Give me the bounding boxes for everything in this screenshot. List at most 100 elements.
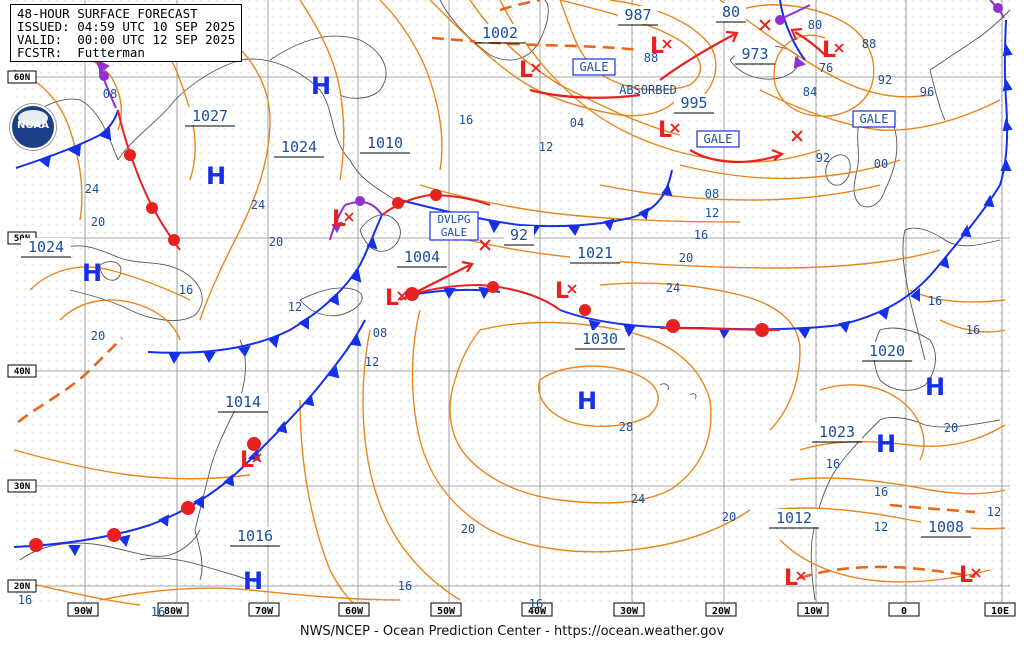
high-pressure-center: H (925, 373, 945, 401)
lon-label: 10E (991, 606, 1009, 617)
lon-label-box (430, 602, 462, 617)
lon-label: 20W (712, 606, 731, 617)
high-pressure-center: H (876, 430, 896, 458)
lon-label: 80W (164, 606, 183, 617)
pressure-box-bg (716, 3, 746, 21)
central-pressure: 1010 (367, 134, 403, 152)
isobar (199, 39, 271, 321)
high-pressure-center: H (206, 162, 226, 190)
isobar-value: 12 (874, 520, 888, 534)
low-center-x-icon (397, 291, 407, 301)
isobar (538, 365, 659, 428)
isobar-value: 16 (398, 579, 412, 593)
isobar (789, 477, 1006, 495)
lat-label-box (7, 579, 37, 593)
gale-warning-tag-box (852, 110, 896, 128)
coast-iberia (873, 327, 936, 391)
pressure-box-bg (475, 24, 525, 42)
pressure-box-bg (618, 6, 658, 24)
coastlines (13, 0, 1011, 601)
central-pressure: 1024 (281, 138, 317, 156)
pressure-box-bg (274, 138, 324, 156)
pressure-box-bg (674, 94, 714, 112)
track-arrow (689, 149, 781, 163)
isobar-value: 24 (631, 492, 645, 506)
warm-fronts (29, 109, 781, 552)
absorbed-label: ABSORBED (619, 83, 677, 97)
central-pressure: 1027 (192, 107, 228, 125)
isobar-value: 16 (694, 228, 708, 242)
footer-credit: NWS/NCEP - Ocean Prediction Center - htt… (299, 624, 725, 639)
lon-label: 70W (255, 606, 274, 617)
isobar-value: 88 (644, 51, 658, 65)
isobar-value: 20 (679, 251, 693, 265)
low-pressure-center: L (240, 448, 254, 473)
isobar (29, 266, 191, 301)
trough-line (889, 503, 976, 514)
lon-label: 50W (437, 606, 456, 617)
central-pressure: 1012 (776, 509, 812, 527)
low-pressure-center: L (332, 207, 346, 232)
central-pressure: 1004 (404, 248, 440, 266)
isobar (499, 0, 821, 163)
pressure-box-bg (735, 45, 775, 63)
isobar (759, 89, 1001, 131)
isobar-value: 16 (874, 485, 888, 499)
isobar-value: 16 (826, 457, 840, 471)
isobar (99, 587, 401, 601)
isobar-value: 12 (539, 140, 553, 154)
central-pressure: 1002 (482, 24, 518, 42)
central-pressure: 1021 (577, 244, 613, 262)
low-pressure-center: L (658, 118, 672, 143)
high-pressure-center: H (243, 567, 263, 595)
central-pressure: 1023 (819, 423, 855, 441)
low-center-x-icon (344, 212, 354, 222)
central-pressure: 92 (510, 226, 528, 244)
isobar-value: 20 (461, 522, 475, 536)
coast-baffin (269, 35, 387, 99)
track-arrow (529, 88, 641, 99)
header-issued: ISSUED: 04:59 UTC 10 SEP 2025 (17, 19, 236, 34)
lon-label-box (338, 602, 370, 617)
isobar-value: 12 (705, 206, 719, 220)
lat-label: 30N (14, 482, 30, 492)
warm-front-line (117, 109, 181, 251)
isobar-value: 28 (619, 420, 633, 434)
isobar (769, 507, 1006, 530)
lat-label-box (7, 479, 37, 493)
warm-front-line (399, 283, 561, 311)
pressure-box-bg (21, 238, 71, 256)
pressure-box-bg (218, 393, 268, 411)
isobar (799, 424, 1006, 451)
storm-track-arrows (404, 27, 826, 299)
isobar (362, 329, 461, 601)
high-pressure-center: H (82, 259, 102, 287)
lon-label-box (521, 602, 553, 617)
trough-line (499, 0, 541, 12)
central-pressure: 973 (741, 45, 768, 63)
x-mark-icon (479, 239, 491, 251)
low-pressure-center: L (784, 566, 798, 591)
cold-front-line (779, 0, 806, 61)
isobar (411, 309, 751, 553)
central-pressure: 1024 (28, 238, 64, 256)
isobar (59, 299, 181, 341)
lat-label: 40N (14, 367, 30, 377)
low-center-x-icon (531, 63, 541, 73)
pressure-box-bg (570, 244, 620, 262)
isobar (779, 539, 991, 583)
gale-warning-tag-box (696, 130, 740, 148)
gale-warning-tag: GALE (860, 112, 889, 126)
lon-label-box (797, 602, 829, 617)
isobar-value: 84 (803, 85, 817, 99)
low-pressure-center: L (650, 34, 664, 59)
coast-greenland (439, 0, 549, 61)
troughs (17, 0, 976, 580)
lon-label-box (984, 602, 1016, 617)
x-mark-icon (759, 19, 771, 31)
lat-label: 60N (14, 73, 30, 83)
isobar-value: 16 (966, 323, 980, 337)
isobar (379, 0, 443, 171)
noaa-logo-text: NOAA (16, 120, 50, 131)
